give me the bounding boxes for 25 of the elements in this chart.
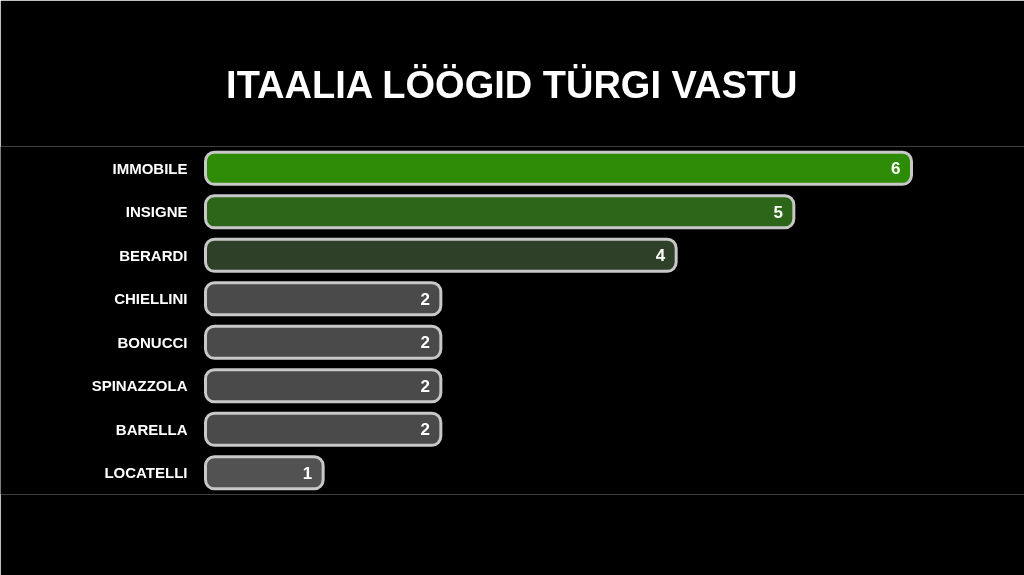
y-tick-label: SPINAZZOLA [91, 377, 188, 395]
bar [204, 150, 913, 186]
bar [204, 368, 443, 404]
bar [204, 411, 443, 447]
y-tick-label: BONUCCI [117, 333, 188, 351]
bar [204, 455, 325, 491]
chart-title: ITAALIA LÖÖGID TÜRGI VASTU [226, 63, 798, 106]
data-label: 2 [420, 376, 430, 396]
bar [204, 237, 678, 273]
bar [204, 281, 443, 317]
bar [204, 324, 443, 360]
bar [204, 194, 796, 230]
data-label: 5 [773, 202, 783, 222]
y-tick-label: CHIELLINI [114, 290, 188, 308]
data-label: 6 [891, 159, 901, 179]
y-tick-label: BARELLA [115, 420, 188, 438]
y-tick-label: LOCATELLI [104, 464, 188, 482]
data-label: 4 [655, 246, 666, 266]
y-tick-label: IMMOBILE [112, 159, 188, 177]
y-tick-label: INSIGNE [125, 203, 188, 221]
y-tick-label: BERARDI [119, 246, 188, 264]
data-label: 1 [302, 463, 313, 483]
data-label: 2 [420, 289, 430, 309]
data-label: 2 [420, 420, 430, 440]
data-label: 2 [420, 333, 430, 353]
